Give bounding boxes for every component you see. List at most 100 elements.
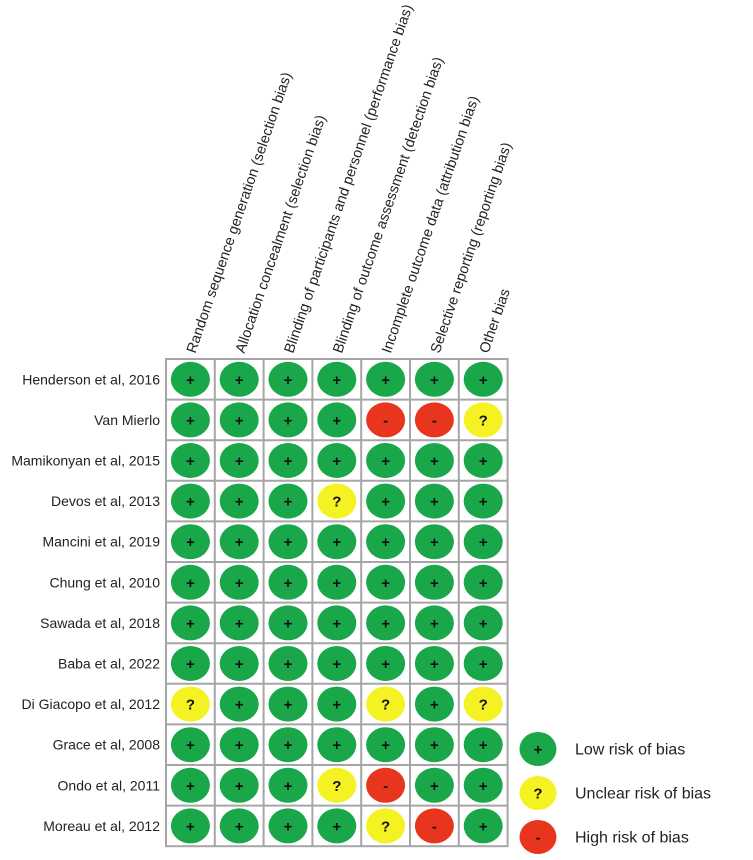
judgement-unclear-marker	[366, 808, 406, 844]
judgement-low-marker	[366, 443, 406, 478]
judgement-low-marker	[317, 402, 357, 438]
judgement-symbol: +	[235, 818, 244, 835]
judgement-symbol: +	[284, 453, 293, 470]
judgement-symbol: +	[284, 412, 293, 429]
judgement-low-marker	[463, 808, 503, 844]
domain-label: Incomplete outcome data (attribution bia…	[379, 94, 482, 355]
judgement-symbol: +	[381, 494, 390, 511]
judgement-symbol: ?	[186, 697, 195, 714]
domain-label: Allocation concealment (selection bias)	[233, 113, 330, 355]
judgement-symbol: +	[430, 697, 439, 714]
legend-high-marker	[519, 820, 557, 854]
judgement-low-marker	[414, 524, 454, 560]
judgement-low-marker	[170, 646, 210, 681]
judgement-low-marker	[170, 361, 210, 397]
judgement-symbol: +	[332, 818, 341, 835]
judgement-symbol: +	[381, 615, 390, 632]
judgement-low-marker	[268, 402, 308, 438]
judgement-symbol: +	[284, 575, 293, 592]
study-label: Chung et al, 2010	[49, 574, 160, 590]
judgement-low-marker	[317, 605, 357, 641]
judgement-low-marker	[366, 564, 406, 600]
judgement-low-marker	[170, 808, 210, 844]
judgement-low-marker	[268, 524, 308, 560]
judgement-symbol: +	[332, 697, 341, 714]
judgement-symbol: +	[332, 412, 341, 429]
judgement-high-marker	[414, 808, 454, 844]
judgement-low-marker	[268, 808, 308, 844]
domain-label: Random sequence generation (selection bi…	[184, 70, 295, 355]
legend-label: High risk of bias	[575, 830, 689, 847]
legend-symbol: -	[536, 830, 541, 847]
judgement-low-marker	[268, 686, 308, 722]
judgement-low-marker	[170, 727, 210, 763]
judgement-symbol: +	[235, 656, 244, 673]
study-label: Baba et al, 2022	[58, 656, 160, 672]
study-label: Mancini et al, 2019	[42, 534, 160, 550]
judgement-symbol: +	[284, 615, 293, 632]
judgement-unclear-marker	[463, 402, 503, 438]
judgement-symbol: ?	[332, 778, 341, 795]
judgement-unclear-marker	[317, 483, 357, 519]
judgement-low-marker	[414, 727, 454, 763]
domain-label: Other bias	[477, 287, 514, 355]
judgement-low-marker	[219, 361, 259, 397]
legend-unclear-marker	[519, 776, 557, 810]
judgement-unclear-marker	[366, 686, 406, 722]
judgement-low-marker	[463, 605, 503, 641]
judgement-symbol: +	[186, 575, 195, 592]
judgement-symbol: +	[186, 615, 195, 632]
judgement-low-marker	[219, 646, 259, 681]
judgement-symbol: +	[479, 494, 488, 511]
judgement-symbol: +	[430, 575, 439, 592]
judgement-low-marker	[219, 564, 259, 600]
study-label: Grace et al, 2008	[53, 737, 161, 753]
judgement-symbol: +	[332, 737, 341, 754]
judgement-low-marker	[366, 483, 406, 519]
judgement-low-marker	[414, 564, 454, 600]
judgement-symbol: +	[332, 453, 341, 470]
study-label: Henderson et al, 2016	[22, 371, 160, 387]
judgement-low-marker	[317, 686, 357, 722]
judgement-symbol: +	[186, 372, 195, 389]
judgement-low-marker	[463, 443, 503, 478]
judgement-unclear-marker	[170, 686, 210, 722]
legend-low-marker	[519, 732, 557, 766]
judgement-symbol: +	[332, 372, 341, 389]
legend-symbol: ?	[533, 786, 542, 803]
judgement-symbol: -	[432, 412, 437, 429]
judgement-low-marker	[414, 646, 454, 681]
judgement-low-marker	[366, 524, 406, 560]
judgement-symbol: +	[430, 494, 439, 511]
judgement-low-marker	[219, 808, 259, 844]
judgement-low-marker	[170, 564, 210, 600]
judgement-symbol: +	[235, 372, 244, 389]
judgement-low-marker	[463, 361, 503, 397]
judgement-symbol: +	[186, 453, 195, 470]
judgement-symbol: -	[383, 778, 388, 795]
judgement-symbol: +	[479, 656, 488, 673]
judgement-low-marker	[317, 646, 357, 681]
judgement-low-marker	[463, 564, 503, 600]
judgement-symbol: ?	[479, 412, 488, 429]
judgement-symbol: +	[381, 534, 390, 551]
judgement-symbol: +	[381, 453, 390, 470]
judgement-symbol: +	[430, 372, 439, 389]
judgement-high-marker	[366, 402, 406, 438]
judgement-low-marker	[414, 361, 454, 397]
judgement-symbol: +	[186, 412, 195, 429]
judgement-symbol: +	[479, 575, 488, 592]
judgement-low-marker	[366, 605, 406, 641]
judgement-low-marker	[414, 443, 454, 478]
judgement-symbol: ?	[381, 818, 390, 835]
judgement-low-marker	[268, 483, 308, 519]
study-label: Mamikonyan et al, 2015	[11, 453, 160, 469]
legend-symbol: +	[534, 742, 543, 759]
study-label: Van Mierlo	[94, 412, 160, 428]
judgement-symbol: +	[430, 737, 439, 754]
judgement-low-marker	[317, 727, 357, 763]
judgement-low-marker	[414, 767, 454, 803]
judgement-symbol: +	[381, 737, 390, 754]
judgement-symbol: -	[432, 818, 437, 835]
study-label: Di Giacopo et al, 2012	[21, 696, 160, 712]
